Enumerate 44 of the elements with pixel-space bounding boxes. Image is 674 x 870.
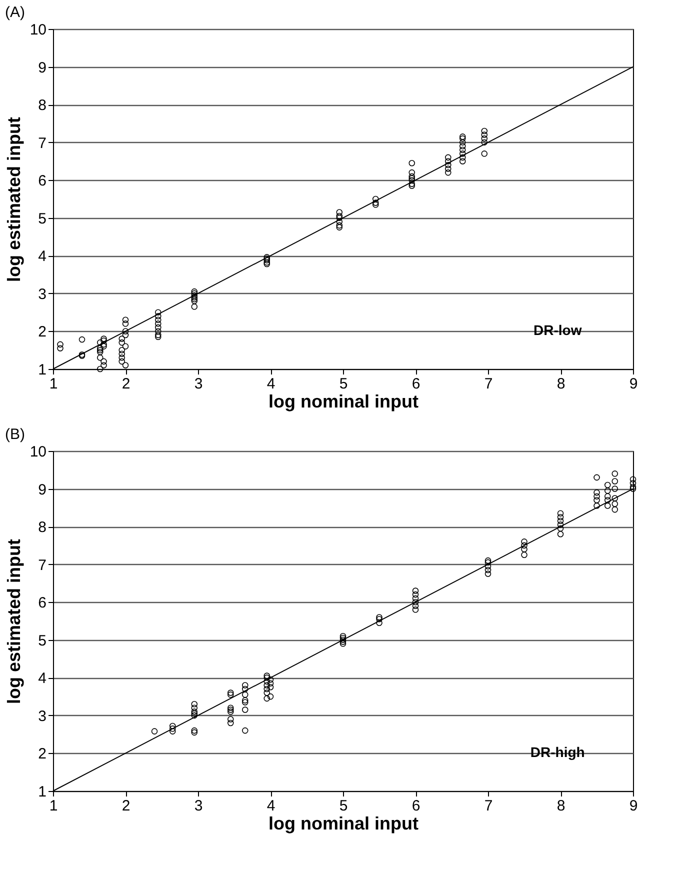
- x-tick-label: 3: [194, 798, 203, 814]
- x-tick-label: 2: [122, 376, 130, 392]
- y-tick-label: 4: [38, 670, 46, 688]
- x-tick-label: 9: [629, 798, 638, 814]
- y-tick-label: 9: [38, 59, 46, 76]
- y-tick-label: 1: [38, 784, 46, 800]
- x-tick-label: 8: [556, 376, 566, 392]
- x-tick-label: 7: [484, 798, 493, 814]
- y-tick-label: 6: [38, 594, 46, 612]
- x-tick-label: 2: [122, 798, 130, 814]
- x-tick-label: 9: [629, 376, 638, 392]
- y-tick-label: 2: [38, 324, 46, 341]
- y-tick-label: 7: [38, 556, 46, 574]
- x-tick-label: 6: [412, 376, 420, 392]
- x-tick-label: 1: [49, 798, 58, 814]
- x-tick-label: 8: [556, 798, 566, 814]
- y-tick-label: 8: [38, 97, 46, 114]
- y-tick-label: 5: [38, 210, 46, 228]
- y-tick-label: 7: [38, 134, 46, 152]
- y-tick-label: 3: [38, 286, 46, 303]
- y-tick-label: 2: [38, 746, 46, 763]
- chart-title: (A): [5, 4, 25, 21]
- y-tick-label: 3: [38, 708, 46, 725]
- x-axis-title: log nominal input: [268, 392, 418, 412]
- x-tick-label: 4: [266, 376, 276, 392]
- y-axis-title: log estimated input: [4, 116, 24, 282]
- x-tick-label: 3: [194, 376, 203, 392]
- x-tick-label: 4: [266, 798, 276, 814]
- chart-title: (B): [5, 426, 25, 443]
- y-tick-label: 9: [38, 481, 46, 498]
- y-tick-label: 6: [38, 172, 46, 190]
- x-tick-label: 6: [412, 798, 420, 814]
- y-tick-label: 10: [30, 22, 46, 38]
- x-tick-label: 1: [49, 376, 58, 392]
- y-tick-label: 8: [38, 519, 46, 536]
- y-axis-title: log estimated input: [4, 538, 24, 704]
- x-tick-label: 5: [339, 798, 348, 814]
- x-tick-label: 7: [484, 376, 493, 392]
- y-tick-label: 1: [38, 362, 46, 378]
- x-tick-label: 5: [339, 376, 348, 392]
- y-tick-label: 5: [38, 632, 46, 650]
- x-axis-title: log nominal input: [268, 814, 418, 834]
- y-tick-label: 4: [38, 248, 46, 266]
- y-tick-label: 10: [30, 444, 46, 460]
